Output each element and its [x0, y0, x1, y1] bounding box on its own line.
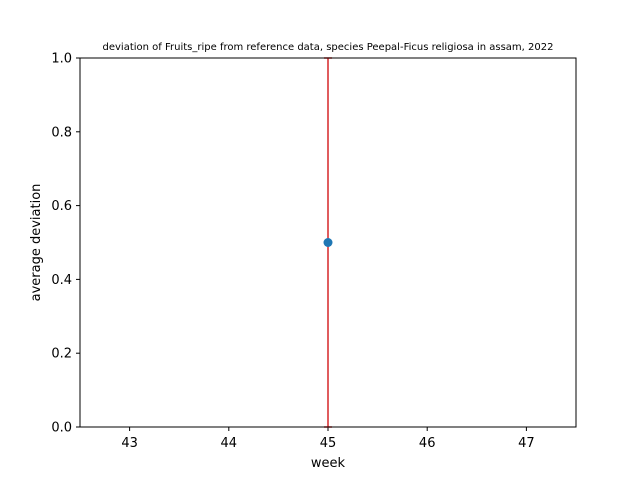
x-tick-label: 47	[518, 436, 535, 451]
y-axis-ticks: 0.0 0.2 0.4 0.6 0.8 1.0	[51, 52, 80, 436]
chart-title: deviation of Fruits_ripe from reference …	[103, 42, 554, 53]
y-tick-label: 0.4	[51, 273, 72, 288]
plot-frame	[79, 57, 577, 428]
y-axis-label: average deviation	[29, 184, 44, 302]
y-tick-label: 0.6	[51, 199, 72, 214]
y-tick-label: 0.2	[51, 347, 72, 362]
data-point	[323, 238, 333, 247]
x-tick-label: 44	[221, 436, 238, 451]
y-tick-label: 1.0	[51, 52, 72, 67]
x-tick-label: 45	[320, 436, 337, 451]
y-tick-label: 0.0	[51, 421, 72, 436]
x-axis-label: week	[311, 456, 346, 471]
x-axis-ticks: 43 44 45 46 47	[121, 427, 535, 451]
y-tick-label: 0.8	[51, 125, 72, 140]
x-tick-label: 46	[419, 436, 436, 451]
x-tick-label: 43	[121, 436, 138, 451]
